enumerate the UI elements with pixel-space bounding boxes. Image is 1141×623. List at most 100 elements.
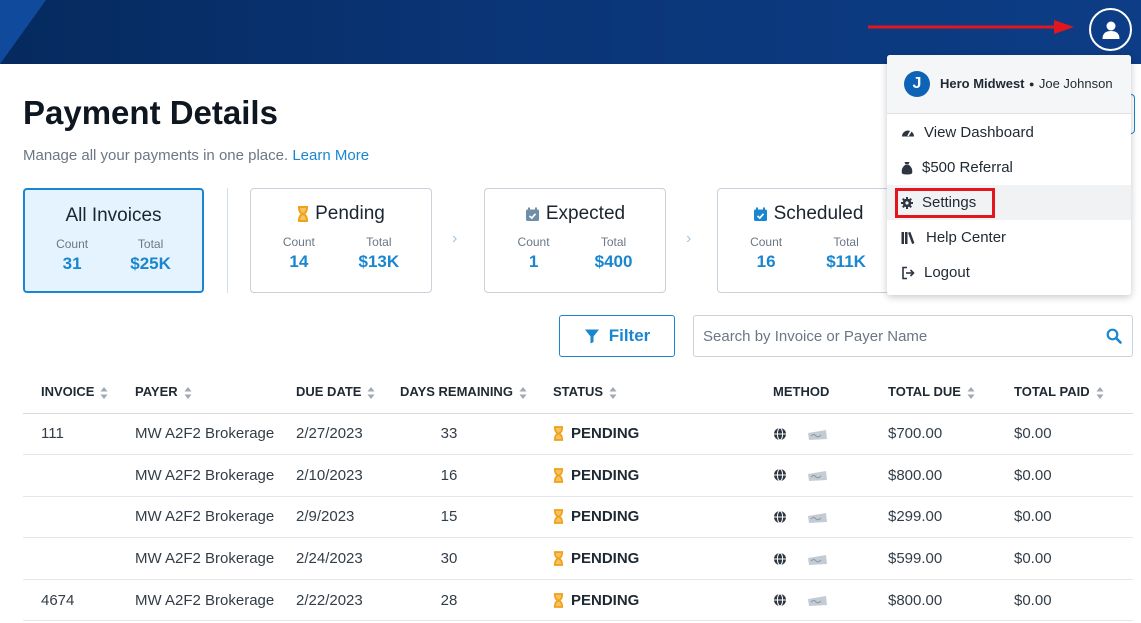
menu-item-logout[interactable]: Logout — [887, 255, 1131, 290]
sort-icon — [609, 386, 617, 399]
count-label: Count — [517, 235, 550, 249]
method-cell — [773, 496, 888, 539]
method-cell — [773, 454, 888, 497]
total-value: $400 — [594, 252, 633, 271]
payments-table: INVOICE PAYER DUE DATE DAYS REMAINING ST… — [23, 371, 1133, 622]
col-status[interactable]: STATUS — [553, 371, 773, 414]
count-value: 16 — [756, 252, 776, 271]
card-label: Expected — [545, 203, 626, 224]
annotation-highlight-box — [895, 188, 995, 218]
hourglass-icon — [553, 592, 564, 608]
hourglass-icon — [553, 426, 564, 442]
invoice-cell — [23, 537, 135, 580]
total-due-cell: $700.00 — [888, 413, 1014, 456]
sort-icon — [967, 386, 975, 399]
total-due-cell: $800.00 — [888, 579, 1014, 622]
chevron-right-icon: › — [452, 230, 458, 247]
bank-check-icon — [808, 429, 827, 440]
column-label: INVOICE — [41, 383, 95, 399]
total-value: $13K — [358, 252, 400, 271]
calendar-check-icon — [753, 207, 767, 221]
globe-icon — [774, 593, 786, 607]
user-menu-button[interactable] — [1089, 8, 1132, 51]
total-paid-cell: $0.00 — [1014, 537, 1133, 580]
organization-name: Hero Midwest — [940, 76, 1025, 91]
subtitle-text: Manage all your payments in one place. — [23, 147, 289, 164]
count-value: 14 — [289, 252, 309, 271]
logout-icon — [902, 266, 915, 279]
user-icon — [1102, 21, 1119, 39]
status-badge: PENDING — [553, 425, 773, 442]
total-paid-cell: $0.00 — [1014, 579, 1133, 622]
status-text: PENDING — [571, 550, 640, 568]
table-row[interactable]: 111 MW A2F2 Brokerage 2/27/2023 33 PENDING $7… — [23, 413, 1133, 456]
menu-item-label: Help Center — [926, 229, 1007, 246]
column-label: PAYER — [135, 383, 178, 399]
col-days-remaining[interactable]: DAYS REMAINING — [400, 371, 553, 414]
col-total-paid[interactable]: TOTAL PAID — [1014, 371, 1133, 414]
avatar: J — [904, 71, 930, 97]
user-name: Joe Johnson — [1038, 76, 1113, 91]
invoice-cell: 4674 — [23, 579, 135, 622]
invoice-cell: 111 — [23, 413, 135, 456]
menu-item-help-center[interactable]: Help Center — [887, 220, 1131, 255]
payer-cell: MW A2F2 Brokerage — [135, 579, 296, 622]
table-row[interactable]: MW A2F2 Brokerage 2/10/2023 16 PENDING $800.… — [23, 454, 1133, 497]
books-icon — [901, 231, 915, 244]
filter-button[interactable]: Filter — [559, 315, 675, 357]
days-remaining-cell: 30 — [400, 537, 553, 580]
globe-icon — [774, 552, 786, 566]
hourglass-icon — [298, 206, 309, 222]
menu-item-view-dashboard[interactable]: View Dashboard — [887, 115, 1131, 150]
due-date-cell: 2/24/2023 — [296, 537, 400, 580]
page-title: Payment Details — [23, 94, 278, 131]
globe-icon — [774, 510, 786, 524]
separator-dot: ● — [1028, 78, 1035, 89]
card-label: Scheduled — [773, 203, 864, 224]
menu-item-label: View Dashboard — [924, 124, 1034, 141]
total-paid-cell: $0.00 — [1014, 454, 1133, 497]
menu-item-referral[interactable]: $500 Referral — [887, 150, 1131, 185]
user-dropdown-menu: J Hero Midwest ● Joe Johnson View Dashbo… — [887, 55, 1131, 295]
col-invoice[interactable]: INVOICE — [23, 371, 135, 414]
card-pending[interactable]: Pending Count 14 Total $13K — [250, 188, 432, 293]
invoice-cell — [23, 496, 135, 539]
method-cell — [773, 579, 888, 622]
learn-more-link[interactable]: Learn More — [292, 147, 370, 164]
bank-check-icon — [808, 596, 827, 607]
col-payer[interactable]: PAYER — [135, 371, 296, 414]
page-subtitle: Manage all your payments in one place. L… — [23, 147, 369, 164]
method-cell — [773, 413, 888, 456]
search-icon[interactable] — [1106, 328, 1122, 344]
table-row[interactable]: MW A2F2 Brokerage 2/24/2023 30 PENDING $599.… — [23, 537, 1133, 580]
col-due-date[interactable]: DUE DATE — [296, 371, 400, 414]
due-date-cell: 2/9/2023 — [296, 496, 400, 539]
total-due-cell: $800.00 — [888, 454, 1014, 497]
card-scheduled[interactable]: Scheduled Count 16 Total $11K — [717, 188, 899, 293]
count-value: 31 — [62, 254, 82, 273]
column-label: DUE DATE — [296, 383, 362, 399]
globe-icon — [774, 468, 786, 482]
dashboard-icon — [902, 130, 914, 136]
status-text: PENDING — [571, 425, 640, 443]
search-input[interactable] — [694, 316, 1094, 356]
globe-icon — [774, 427, 786, 441]
table-row[interactable]: MW A2F2 Brokerage 2/9/2023 15 PENDING $299.0… — [23, 496, 1133, 539]
column-label: TOTAL DUE — [888, 383, 961, 399]
card-expected[interactable]: Expected Count 1 Total $400 — [484, 188, 666, 293]
column-label: TOTAL PAID — [1014, 383, 1090, 399]
total-paid-cell: $0.00 — [1014, 496, 1133, 539]
menu-item-label: $500 Referral — [922, 159, 1013, 176]
status-badge: PENDING — [553, 550, 773, 567]
table-row[interactable]: 4674 MW A2F2 Brokerage 2/22/2023 28 PENDING $… — [23, 579, 1133, 622]
total-value: $11K — [826, 252, 866, 271]
card-label: All Invoices — [65, 205, 162, 226]
column-label: STATUS — [553, 383, 604, 399]
sort-icon — [367, 386, 375, 399]
card-all-invoices[interactable]: All Invoices Count 31 Total $25K — [23, 188, 204, 293]
status-text: PENDING — [571, 466, 640, 484]
search-box[interactable] — [693, 315, 1133, 357]
menu-item-label: Settings — [922, 194, 977, 211]
col-total-due[interactable]: TOTAL DUE — [888, 371, 1014, 414]
status-cell: PENDING — [553, 454, 773, 497]
